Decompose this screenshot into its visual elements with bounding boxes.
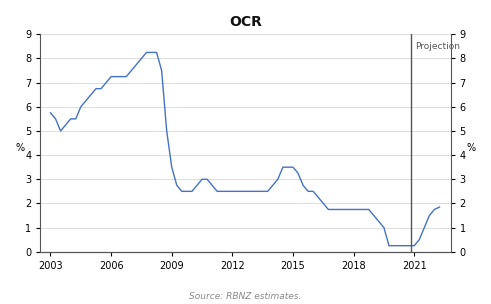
Y-axis label: %: % [15,143,24,153]
Text: Source: RBNZ estimates.: Source: RBNZ estimates. [190,292,301,301]
Text: Projection: Projection [415,42,460,50]
Y-axis label: %: % [467,143,476,153]
Title: OCR: OCR [229,15,262,29]
